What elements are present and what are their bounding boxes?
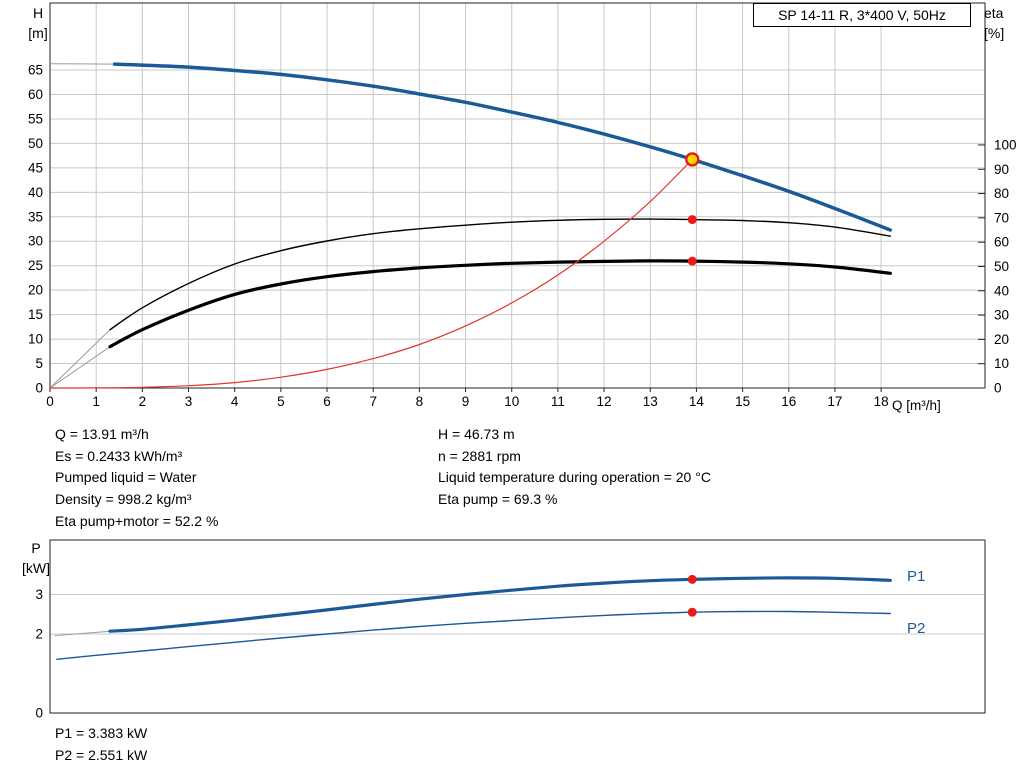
y-left-tick-label: 15 <box>28 307 43 322</box>
duty-dot-marker <box>687 574 697 584</box>
h-axis-label: H [m] <box>18 3 58 43</box>
y-right-tick-label: 30 <box>994 308 1009 323</box>
x-tick-label: 6 <box>323 394 331 409</box>
info-line-density: Density = 998.2 kg/m³ <box>55 491 192 508</box>
info-line-liquid: Pumped liquid = Water <box>55 469 197 486</box>
y-left-tick-label: 55 <box>28 111 43 126</box>
p-axis-label: P [kW] <box>16 538 56 578</box>
x-tick-label: 18 <box>874 394 889 409</box>
eta-axis-name: eta <box>984 5 1004 21</box>
y-left-tick-label: 50 <box>28 136 43 151</box>
p-axis-unit: [kW] <box>22 560 50 576</box>
info-line-h: H = 46.73 m <box>438 426 515 442</box>
y-right-tick-label: 80 <box>994 186 1009 201</box>
info-column-left: Q = 13.91 m³/h Es = 0.2433 kWh/m³ Pumped… <box>55 424 218 533</box>
eta-axis-unit: [%] <box>984 25 1005 41</box>
y-left-tick-label: 5 <box>35 356 43 371</box>
y-right-tick-label: 100 <box>994 137 1017 152</box>
p1-series-label: P1 <box>907 568 926 585</box>
info-line-q: Q = 13.91 m³/h <box>55 426 149 442</box>
x-tick-label: 13 <box>643 394 658 409</box>
p1-result: P1 = 3.383 kW <box>55 725 148 741</box>
x-tick-label: 7 <box>369 394 377 409</box>
info-line-eta-pump: Eta pump = 69.3 % <box>438 491 558 508</box>
x-tick-label: 15 <box>735 394 750 409</box>
info-line-speed: n = 2881 rpm <box>438 447 521 464</box>
h-axis-name: H <box>32 5 44 21</box>
curve-P2 <box>56 610 891 660</box>
y-left-tick-label: 20 <box>28 283 43 298</box>
x-tick-label: 16 <box>781 394 796 409</box>
x-tick-label: 9 <box>462 394 470 409</box>
x-tick-label: 10 <box>504 394 519 409</box>
p2-result: P2 = 2.551 kW <box>55 747 148 763</box>
y-right-tick-label: 20 <box>994 332 1009 347</box>
y-right-tick-label: 50 <box>994 259 1009 274</box>
x-tick-label: 17 <box>827 394 842 409</box>
curve-lead-eta-pump <box>49 329 111 389</box>
y-right-tick-label: 10 <box>994 356 1009 371</box>
plot-border <box>49 539 986 714</box>
y-left-tick-label: 3 <box>35 587 43 602</box>
q-axis-label: Q [m³/h] <box>892 398 941 413</box>
plot-border <box>49 2 986 389</box>
eta-axis-label: eta [%] <box>984 3 1024 43</box>
y-left-tick-label: 65 <box>28 63 43 78</box>
y-left-tick-label: 2 <box>35 627 43 642</box>
p2-series-label: P2 <box>907 620 926 637</box>
p-axis-name: P <box>31 540 41 556</box>
curve-lead-P1 <box>54 630 111 637</box>
y-left-tick-label: 40 <box>28 185 43 200</box>
duty-point-marker <box>685 152 700 167</box>
h-axis-unit: [m] <box>28 25 48 41</box>
curve-H-curve <box>112 62 893 232</box>
y-right-tick-label: 60 <box>994 235 1009 250</box>
info-column-right: H = 46.73 m n = 2881 rpm Liquid temperat… <box>438 424 711 511</box>
y-left-tick-label: 25 <box>28 258 43 273</box>
x-tick-label: 8 <box>416 394 424 409</box>
x-tick-label: 0 <box>46 394 54 409</box>
x-tick-label: 3 <box>185 394 193 409</box>
x-tick-label: 11 <box>551 394 565 409</box>
x-tick-label: 2 <box>139 394 147 409</box>
y-left-tick-label: 60 <box>28 87 43 102</box>
y-right-tick-label: 70 <box>994 210 1009 225</box>
power-results: P1 = 3.383 kW P2 = 2.551 kW <box>55 722 147 766</box>
info-line-eta-total: Eta pump+motor = 52.2 % <box>55 512 219 529</box>
curve-P1 <box>108 576 892 633</box>
info-line-temperature: Liquid temperature during operation = 20… <box>438 469 711 486</box>
y-right-tick-label: 0 <box>994 381 1002 396</box>
curve-lead-eta-pump-motor <box>49 346 111 389</box>
curve-eta-pump-motor <box>108 259 892 349</box>
y-right-tick-label: 90 <box>994 162 1009 177</box>
y-left-tick-label: 45 <box>28 160 43 175</box>
y-left-tick-label: 0 <box>35 706 43 721</box>
pump-title-box: SP 14-11 R, 3*400 V, 50Hz <box>753 3 971 27</box>
y-left-tick-label: 30 <box>28 234 43 249</box>
x-tick-label: 1 <box>92 394 100 409</box>
duty-dot-marker <box>687 256 697 266</box>
duty-dot-marker <box>687 607 697 617</box>
y-left-tick-label: 35 <box>28 209 43 224</box>
curve-duty-curve <box>49 158 693 389</box>
info-line-es: Es = 0.2433 kWh/m³ <box>55 447 183 464</box>
x-tick-label: 12 <box>597 394 612 409</box>
x-tick-label: 5 <box>277 394 285 409</box>
duty-dot-marker <box>687 215 697 225</box>
y-right-tick-label: 40 <box>994 283 1009 298</box>
y-left-tick-label: 10 <box>28 332 43 347</box>
curve-eta-pump <box>109 218 891 331</box>
y-left-tick-label: 0 <box>35 381 43 396</box>
x-tick-label: 4 <box>231 394 239 409</box>
x-tick-label: 14 <box>689 394 705 409</box>
